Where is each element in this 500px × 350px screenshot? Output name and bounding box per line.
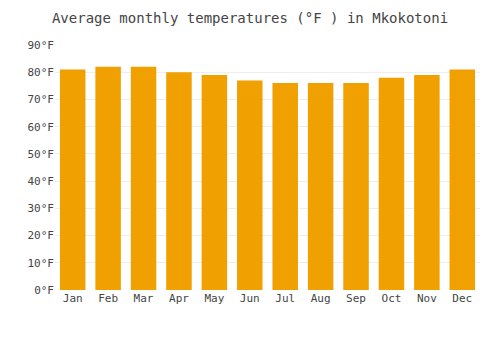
svg-text:50°F: 50°F xyxy=(28,148,55,161)
svg-text:Jun: Jun xyxy=(240,292,260,305)
svg-text:Feb: Feb xyxy=(98,292,118,305)
svg-text:Average monthly temperatures (: Average monthly temperatures (°F ) in Mk… xyxy=(52,10,448,26)
svg-text:May: May xyxy=(204,292,224,305)
svg-text:70°F: 70°F xyxy=(28,93,55,106)
svg-text:Aug: Aug xyxy=(311,292,331,305)
svg-text:10°F: 10°F xyxy=(28,257,55,270)
svg-text:20°F: 20°F xyxy=(28,229,55,242)
svg-text:Jul: Jul xyxy=(275,292,295,305)
svg-text:90°F: 90°F xyxy=(28,39,55,52)
svg-text:Dec: Dec xyxy=(452,292,472,305)
svg-text:80°F: 80°F xyxy=(28,66,55,79)
svg-text:0°F: 0°F xyxy=(34,284,54,297)
svg-text:Jan: Jan xyxy=(63,292,83,305)
svg-text:Nov: Nov xyxy=(417,292,437,305)
svg-text:Sep: Sep xyxy=(346,292,366,305)
svg-text:40°F: 40°F xyxy=(28,175,55,188)
svg-text:Apr: Apr xyxy=(169,292,189,305)
svg-text:Oct: Oct xyxy=(382,292,402,305)
svg-text:30°F: 30°F xyxy=(28,202,55,215)
svg-text:Mar: Mar xyxy=(134,292,154,305)
svg-text:60°F: 60°F xyxy=(28,121,55,134)
